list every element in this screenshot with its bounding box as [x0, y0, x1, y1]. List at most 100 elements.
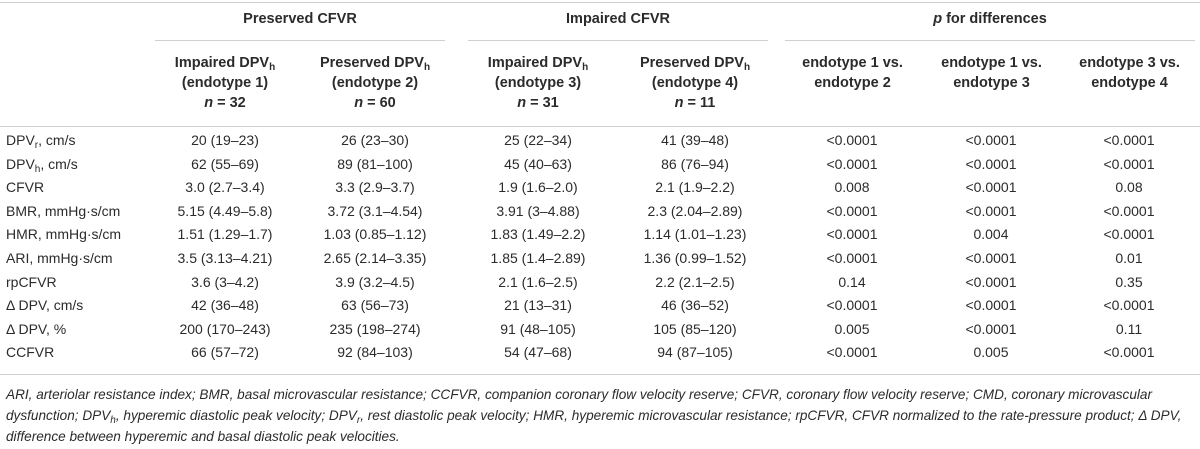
table-cell-value: 3.6 (3–4.2)	[191, 273, 259, 290]
table-cell-value: 1.14 (1.01–1.23)	[643, 226, 747, 243]
table-cell-p-value: <0.0001	[1103, 132, 1155, 148]
row-label: DPVh, cm/s	[6, 153, 78, 177]
footnote-sub-h: h	[110, 415, 116, 426]
col2-n-value: = 60	[363, 95, 396, 111]
table-cell-p-value: <0.0001	[826, 344, 878, 361]
col-header-endotype-4: Preserved DPVh (endotype 4) n = 11	[621, 53, 769, 119]
col4-n-value: = 11	[683, 95, 716, 111]
row-label-main: DPV	[6, 155, 35, 172]
table-row: rpCFVR 3.6 (3–4.2) 3.9 (3.2–4.5) 2.1 (1.6–2…	[0, 271, 1200, 295]
table-cell-p-value: <0.0001	[965, 202, 1017, 219]
header-rule	[0, 126, 1200, 127]
row-label: Δ DPV, %	[6, 318, 66, 342]
col4-n-label: n	[674, 95, 684, 111]
row-label-main: Δ DPV, %	[6, 320, 67, 337]
table-cell-p-value: 0.08	[1115, 179, 1143, 196]
col1-n-value: = 32	[213, 95, 246, 111]
table-cell-p-value: <0.0001	[1103, 155, 1155, 172]
table-cell-p-value: <0.0001	[1103, 202, 1155, 219]
table-row: CFVR 3.0 (2.7–3.4) 3.3 (2.9–3.7) 1.9 (1.6–2…	[0, 176, 1200, 200]
row-label-main: ARI, mmHg·s/cm	[6, 250, 113, 266]
row-label: ARI, mmHg·s/cm	[6, 247, 113, 271]
table-cell-p-value: 0.005	[834, 320, 870, 337]
col-header-p-1v3: endotype 1 vs. endotype 3	[924, 53, 1059, 119]
p-col1-line2: endotype 2	[814, 75, 891, 91]
row-label: CCFVR	[6, 341, 54, 365]
table-cell-value: 41 (39–48)	[661, 132, 729, 148]
table-cell-value: 1.03 (0.85–1.12)	[323, 226, 427, 243]
table-cell-value: 42 (36–48)	[191, 297, 259, 314]
col3-n-value: = 31	[526, 95, 559, 111]
table-cell-p-value: 0.01	[1115, 250, 1143, 266]
col3-subscript: h	[582, 62, 589, 73]
row-label-main: CCFVR	[6, 344, 55, 361]
table-cell-value: 20 (19–23)	[191, 132, 259, 148]
group-underline-p	[785, 40, 1195, 41]
table-cell-p-value: <0.0001	[826, 250, 878, 266]
group-header-preserved-cfvr-text: Preserved CFVR	[243, 11, 357, 27]
row-label-main: BMR, mmHg·s/cm	[6, 202, 121, 219]
table-cell-value: 2.3 (2.04–2.89)	[647, 202, 743, 219]
col4-subscript: h	[743, 62, 751, 73]
table-cell-value: 21 (13–31)	[504, 297, 572, 314]
table-cell-p-value: 0.11	[1115, 320, 1143, 337]
table-cell-p-value: <0.0001	[826, 202, 878, 219]
col-header-p-3v4: endotype 3 vs. endotype 4	[1062, 53, 1197, 119]
row-label-main: rpCFVR	[6, 273, 57, 290]
row-label-main: DPV	[6, 132, 35, 148]
group-header-p-differences: p for differences	[785, 0, 1195, 38]
p-col3-line2: endotype 4	[1091, 75, 1168, 91]
table-cell-value: 92 (84–103)	[337, 344, 413, 361]
table-cell-p-value: <0.0001	[826, 155, 878, 172]
table-cell-value: 5.15 (4.49–5.8)	[177, 202, 273, 219]
col1-subscript: h	[269, 62, 276, 73]
table-cell-value: 63 (56–73)	[341, 297, 409, 314]
table-cell-value: 2.2 (2.1–2.5)	[655, 273, 735, 290]
footnote: ARI, arteriolar resistance index; BMR, b…	[6, 384, 1196, 447]
p-symbol: p	[933, 11, 943, 27]
table-cell-value: 3.72 (3.1–4.54)	[327, 202, 423, 219]
group-header-impaired-cfvr: Impaired CFVR	[468, 0, 768, 38]
table-cell-value: 86 (76–94)	[661, 155, 729, 172]
table-cell-p-value: <0.0001	[826, 132, 878, 148]
row-label: Δ DPV, cm/s	[6, 294, 83, 318]
table-cell-p-value: <0.0001	[965, 132, 1017, 148]
p-col2-line2: endotype 3	[953, 75, 1030, 91]
table-cell-p-value: <0.0001	[965, 297, 1017, 314]
col-header-p-1v2: endotype 1 vs. endotype 2	[785, 53, 920, 119]
group-header-impaired-cfvr-text: Impaired CFVR	[566, 11, 670, 27]
table-cell-value: 2.65 (2.14–3.35)	[323, 250, 427, 266]
col1-n-label: n	[204, 95, 214, 111]
row-label: DPVr, cm/s	[6, 129, 75, 153]
table-cell-value: 62 (55–69)	[191, 155, 259, 172]
table-cell-p-value: <0.0001	[965, 250, 1017, 266]
table-cell-value: 1.51 (1.29–1.7)	[177, 226, 273, 243]
table-cell-value: 89 (81–100)	[337, 155, 413, 172]
p-header-text: for differences	[942, 11, 1047, 27]
table-cell-value: 66 (57–72)	[191, 344, 259, 361]
col4-title: Preserved DPV	[639, 55, 744, 71]
col3-n-label: n	[517, 95, 527, 111]
table-cell-value: 46 (36–52)	[661, 297, 729, 314]
group-underline-preserved	[155, 40, 445, 41]
table-cell-value: 3.9 (3.2–4.5)	[335, 273, 415, 290]
table-cell-p-value: <0.0001	[965, 155, 1017, 172]
table-row: Δ DPV, % 200 (170–243) 235 (198–274) 91 (48…	[0, 318, 1200, 342]
table-cell-value: 54 (47–68)	[504, 344, 572, 361]
table-cell-value: 3.0 (2.7–3.4)	[185, 179, 265, 196]
table-row: DPVr, cm/s 20 (19–23) 26 (23–30) 25 (22–34)…	[0, 129, 1200, 153]
row-label-main: CFVR	[6, 179, 45, 196]
col2-n-label: n	[354, 95, 364, 111]
table-row: HMR, mmHg·s/cm 1.51 (1.29–1.7) 1.03 (0.85–…	[0, 223, 1200, 247]
table-cell-value: 26 (23–30)	[341, 132, 409, 148]
row-label-main: HMR, mmHg·s/cm	[6, 226, 122, 243]
table-cell-value: 3.5 (3.13–4.21)	[177, 250, 273, 266]
footnote-part-3: , rest diastolic peak velocity; HMR, hyp…	[6, 408, 1182, 444]
top-rule	[0, 2, 1200, 3]
table-cell-value: 1.85 (1.4–2.89)	[490, 250, 586, 266]
col3-title: Impaired DPV	[487, 55, 583, 71]
table-cell-value: 2.1 (1.9–2.2)	[655, 179, 735, 196]
table-cell-p-value: <0.0001	[826, 226, 878, 243]
table-row: DPVh, cm/s 62 (55–69) 89 (81–100) 45 (40–63…	[0, 153, 1200, 177]
table-cell-p-value: 0.005	[973, 344, 1009, 361]
